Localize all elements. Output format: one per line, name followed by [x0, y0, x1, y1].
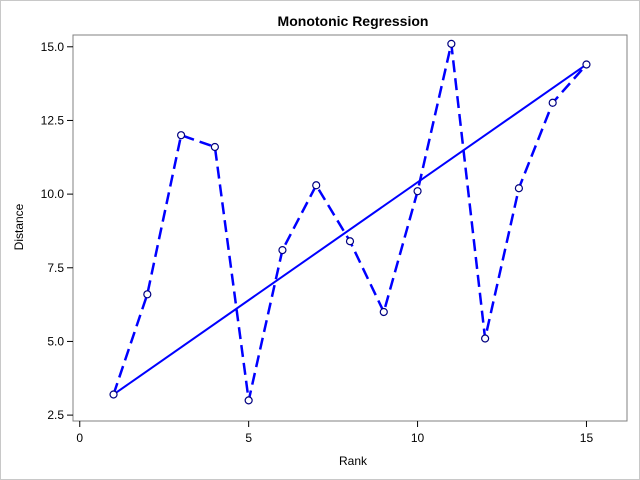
data-point [582, 60, 591, 69]
y-tick-label: 10.0 [41, 187, 65, 201]
regression-line [112, 63, 588, 396]
plot-area [72, 34, 628, 422]
data-point [109, 390, 118, 399]
data-point [176, 131, 186, 140]
y-tick-label: 15.0 [41, 40, 65, 54]
x-tick-label: 0 [76, 431, 83, 445]
data-point [481, 334, 490, 343]
x-axis-label: Rank [339, 454, 368, 468]
y-axis-label: Distance [12, 203, 26, 250]
data-point [345, 237, 355, 246]
x-tick-label: 5 [245, 431, 252, 445]
x-tick-label: 10 [411, 431, 425, 445]
chart-title: Monotonic Regression [278, 13, 429, 29]
data-point [210, 142, 219, 152]
data-point [447, 39, 456, 48]
x-tick-label: 15 [580, 431, 594, 445]
data-point [278, 245, 287, 255]
data-series [109, 39, 591, 405]
data-point [312, 181, 321, 190]
y-tick-label: 2.5 [47, 408, 64, 422]
y-tick-label: 5.0 [47, 334, 64, 348]
data-point [514, 184, 524, 193]
data-point [548, 98, 557, 107]
data-point [143, 290, 152, 299]
x-axis: 0 5 10 15 [76, 421, 593, 445]
y-tick-label: 7.5 [47, 261, 64, 275]
data-series-line [112, 42, 588, 402]
data-point [379, 307, 388, 317]
y-tick-label: 12.5 [41, 113, 65, 127]
y-axis: 2.5 5.0 7.5 10.0 12.5 15.0 [41, 40, 73, 422]
data-point [413, 187, 422, 196]
data-point [244, 396, 253, 405]
